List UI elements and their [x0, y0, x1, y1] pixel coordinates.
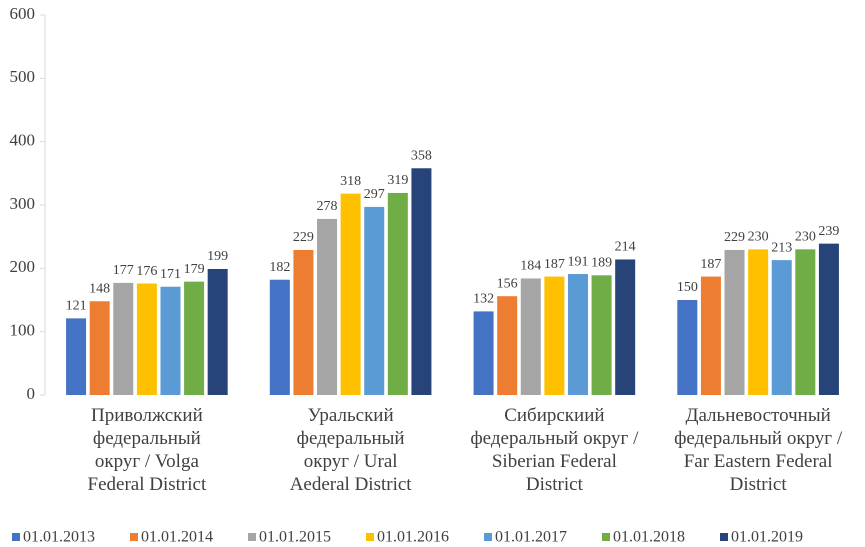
- bar: [497, 296, 518, 395]
- bar: [184, 281, 205, 395]
- legend-label: 01.01.2013: [23, 529, 95, 546]
- bar: [340, 193, 361, 395]
- bar: [724, 249, 745, 395]
- data-label: 297: [364, 187, 385, 202]
- bar: [700, 276, 721, 395]
- bar: [293, 249, 314, 395]
- data-label: 230: [795, 230, 816, 245]
- data-label: 229: [293, 230, 314, 245]
- data-label: 189: [591, 256, 612, 271]
- y-tick-label: 0: [27, 384, 36, 403]
- data-label: 176: [136, 264, 157, 279]
- data-label: 239: [818, 224, 839, 239]
- legend-label: 01.01.2014: [141, 529, 213, 546]
- x-tick-label: Приволжский федеральный округ / Volga Fe…: [87, 405, 207, 495]
- bar: [113, 282, 134, 395]
- bar: [207, 268, 228, 395]
- bar: [677, 300, 698, 395]
- bar: [387, 192, 408, 395]
- bar: [136, 283, 157, 395]
- legend-swatch: [248, 533, 256, 541]
- data-label: 319: [387, 173, 408, 188]
- bar: [473, 311, 494, 395]
- y-tick-label: 300: [10, 194, 36, 213]
- legend-label: 01.01.2019: [731, 529, 803, 546]
- legend-label: 01.01.2018: [613, 529, 685, 546]
- data-label: 171: [160, 267, 181, 282]
- bar: [544, 276, 565, 395]
- y-tick-label: 500: [10, 67, 36, 86]
- bar: [160, 286, 181, 395]
- bar: [771, 260, 792, 395]
- data-label: 358: [411, 148, 432, 163]
- bar: [615, 259, 636, 395]
- data-label: 177: [113, 263, 134, 278]
- data-label: 184: [520, 259, 541, 274]
- data-label: 229: [724, 230, 745, 245]
- x-tick-label: Уральский федеральный округ / Ural Aeder…: [289, 405, 412, 495]
- bar: [317, 218, 338, 395]
- legend-swatch: [720, 533, 728, 541]
- data-label: 318: [340, 174, 361, 189]
- y-tick-label: 200: [10, 257, 36, 276]
- x-tick-label: Сибирскиий федеральный округ / Siberian …: [470, 405, 639, 495]
- y-tick-label: 600: [10, 4, 36, 23]
- data-label: 182: [269, 260, 290, 275]
- data-label: 179: [184, 262, 205, 277]
- bar: [66, 318, 87, 395]
- y-tick-label: 100: [10, 321, 36, 340]
- data-label: 191: [567, 254, 588, 269]
- bar: [520, 278, 541, 395]
- data-label: 199: [207, 249, 228, 264]
- data-label: 150: [677, 280, 698, 295]
- data-label: 121: [66, 299, 87, 314]
- data-label: 187: [544, 257, 565, 272]
- bar: [795, 249, 816, 395]
- data-label: 213: [771, 240, 792, 255]
- legend-swatch: [484, 533, 492, 541]
- legend-swatch: [366, 533, 374, 541]
- bar: [748, 249, 769, 395]
- bar: [567, 274, 588, 395]
- y-tick-label: 400: [10, 131, 36, 150]
- data-label: 156: [497, 276, 518, 291]
- bar: [364, 206, 385, 395]
- bar: [818, 243, 839, 395]
- legend-label: 01.01.2015: [259, 529, 331, 546]
- bar: [89, 301, 110, 395]
- legend-swatch: [130, 533, 138, 541]
- x-tick-label: Дальневосточный федеральный округ / Far …: [674, 405, 843, 495]
- legend-swatch: [12, 533, 20, 541]
- data-label: 187: [700, 257, 721, 272]
- data-label: 230: [748, 230, 769, 245]
- bar: [591, 275, 612, 395]
- legend-label: 01.01.2017: [495, 529, 567, 546]
- data-label: 214: [615, 240, 636, 255]
- data-label: 278: [317, 199, 338, 214]
- bar: [269, 279, 290, 395]
- bar: [411, 168, 432, 395]
- legend-label: 01.01.2016: [377, 529, 449, 546]
- data-label: 148: [89, 281, 110, 296]
- legend-swatch: [602, 533, 610, 541]
- data-label: 132: [473, 292, 494, 307]
